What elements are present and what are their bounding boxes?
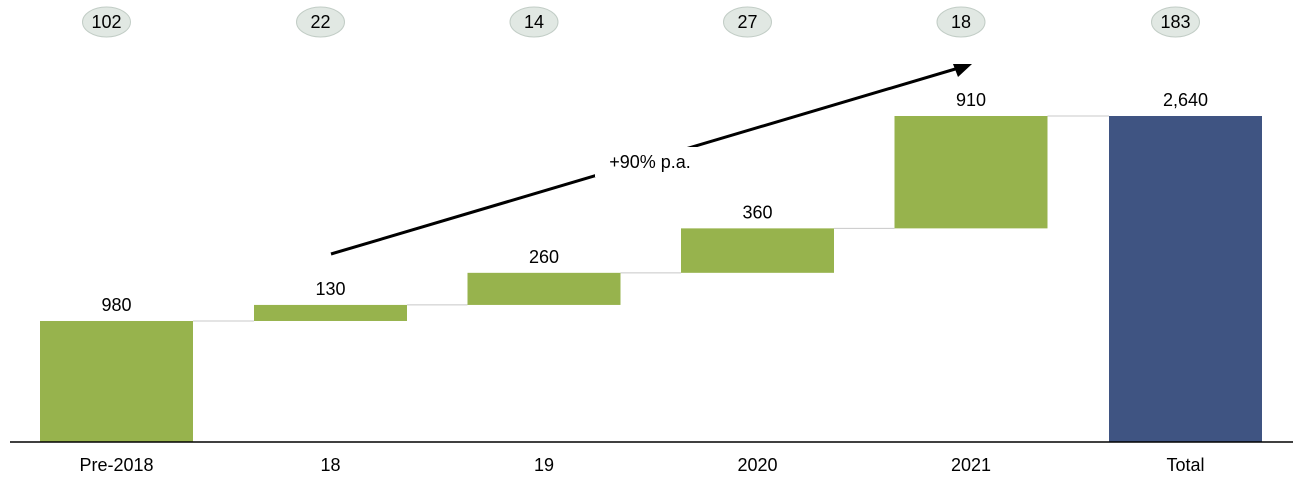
bar-19 bbox=[467, 272, 621, 305]
x-tick-label: 18 bbox=[320, 455, 340, 475]
value-label: 980 bbox=[101, 295, 131, 315]
value-labels: 980 130 260 360 910 2,640 bbox=[101, 90, 1208, 315]
badge-row: 102 22 14 27 18 183 bbox=[82, 6, 1200, 38]
value-label: 260 bbox=[529, 247, 559, 267]
x-tick-label: 2020 bbox=[737, 455, 777, 475]
x-axis-labels: Pre-2018 18 19 2020 2021 Total bbox=[79, 455, 1204, 475]
count-badge-label: 183 bbox=[1160, 12, 1190, 32]
count-badge bbox=[509, 6, 559, 38]
count-badge-label: 22 bbox=[310, 12, 330, 32]
connector-lines bbox=[193, 115, 1109, 322]
bar-2020 bbox=[681, 228, 834, 273]
x-tick-label: 19 bbox=[534, 455, 554, 475]
value-label: 130 bbox=[315, 279, 345, 299]
x-tick-label: 2021 bbox=[951, 455, 991, 475]
count-badge bbox=[723, 6, 772, 38]
growth-annotation: +90% p.a. bbox=[609, 152, 691, 172]
x-tick-label: Total bbox=[1166, 455, 1204, 475]
bar-2021 bbox=[894, 116, 1048, 229]
count-badge-label: 102 bbox=[91, 12, 121, 32]
bar-pre-2018 bbox=[40, 320, 193, 442]
bar-total bbox=[1109, 116, 1262, 442]
bars bbox=[40, 116, 1262, 442]
count-badge bbox=[296, 6, 345, 38]
value-label: 360 bbox=[742, 202, 772, 222]
count-badge-label: 14 bbox=[524, 12, 544, 32]
count-badge bbox=[1151, 6, 1200, 38]
x-tick-label: Pre-2018 bbox=[79, 455, 153, 475]
value-label: 2,640 bbox=[1163, 90, 1208, 110]
count-badge bbox=[936, 6, 986, 38]
count-badge bbox=[82, 6, 131, 38]
bar-18 bbox=[254, 304, 407, 321]
count-badge-label: 18 bbox=[951, 12, 971, 32]
annotation-backdrop bbox=[595, 147, 707, 177]
count-badge-label: 27 bbox=[737, 12, 757, 32]
value-label: 910 bbox=[956, 90, 986, 110]
